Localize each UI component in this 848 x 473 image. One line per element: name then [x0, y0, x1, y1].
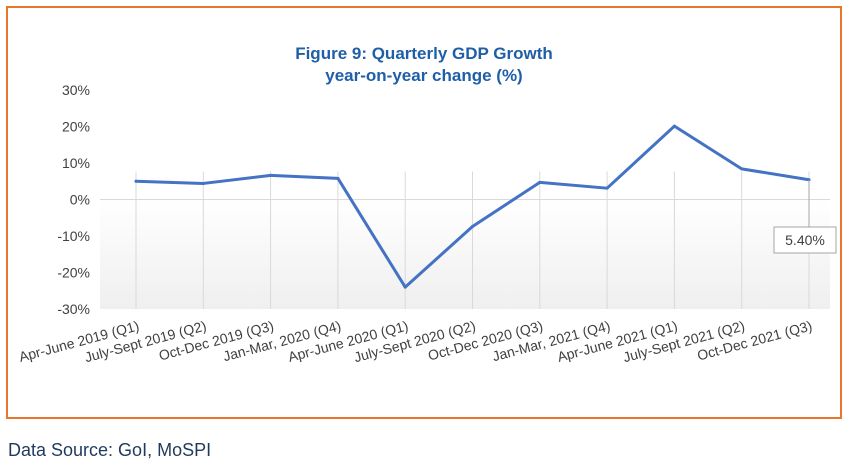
data-source-note: Data Source: GoI, MoSPI: [8, 440, 212, 460]
data-point: [403, 285, 407, 289]
callout-box: [773, 226, 837, 254]
data-point: [269, 173, 273, 177]
chart-frame: Figure 9: Quarterly GDP Growth year-on-y…: [6, 6, 842, 419]
data-point: [471, 225, 474, 229]
data-point: [672, 124, 676, 128]
chart-title: Figure 9: Quarterly GDP Growth: [295, 44, 553, 63]
y-tick-label: 0%: [70, 192, 90, 208]
data-point: [740, 167, 744, 171]
data-point: [336, 176, 340, 180]
negative-region-shading: [100, 199, 830, 309]
y-tick-label: -30%: [57, 301, 90, 317]
line-chart: Figure 9: Quarterly GDP Growth year-on-y…: [17, 44, 837, 365]
chart-subtitle: year-on-year change (%): [325, 66, 522, 85]
y-tick-label: -10%: [57, 228, 90, 244]
data-point: [134, 179, 138, 183]
y-tick-label: -20%: [57, 265, 90, 281]
callout-label: 5.40%: [785, 232, 825, 248]
y-tick-label: 30%: [62, 82, 90, 98]
data-point: [201, 181, 205, 185]
data-point: [538, 180, 542, 184]
data-point: [605, 186, 609, 190]
y-tick-label: 10%: [62, 155, 90, 171]
y-tick-label: 20%: [62, 119, 90, 135]
